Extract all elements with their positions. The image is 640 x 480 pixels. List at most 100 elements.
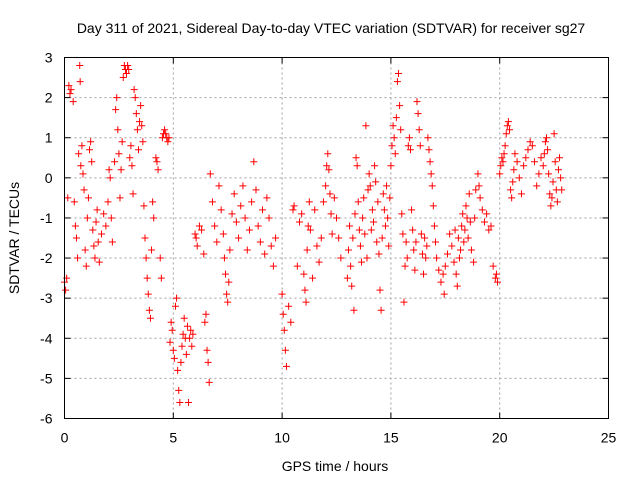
data-point	[95, 258, 103, 266]
data-point	[509, 178, 517, 186]
data-point	[131, 94, 139, 102]
data-point	[401, 262, 409, 270]
data-point	[353, 162, 361, 170]
data-point	[437, 278, 445, 286]
data-point	[480, 218, 488, 226]
data-point	[193, 242, 201, 250]
data-point	[106, 174, 114, 182]
data-point	[138, 122, 146, 130]
data-point	[290, 202, 298, 210]
data-point	[195, 222, 203, 230]
y-axis-label: SDTVAR / TECUs	[6, 182, 22, 294]
data-point	[76, 78, 84, 86]
data-point	[323, 162, 331, 170]
data-point	[324, 150, 332, 158]
data-point	[93, 206, 101, 214]
data-point	[78, 142, 86, 150]
data-point	[427, 170, 435, 178]
data-point	[298, 210, 306, 218]
data-point	[416, 142, 424, 150]
data-point	[513, 158, 521, 166]
data-point	[149, 198, 157, 206]
data-point	[327, 210, 335, 218]
data-point	[235, 234, 243, 242]
data-point	[250, 158, 258, 166]
data-point	[411, 266, 419, 274]
y-tick-label: -6	[40, 411, 53, 427]
y-tick-label: -1	[40, 210, 53, 226]
data-point	[300, 270, 308, 278]
data-point	[269, 262, 277, 270]
data-point	[136, 118, 144, 126]
data-point	[301, 286, 309, 294]
data-point	[140, 202, 148, 210]
data-point	[448, 242, 456, 250]
data-point	[165, 134, 173, 142]
data-point	[399, 230, 407, 238]
data-point	[156, 254, 164, 262]
data-point	[517, 190, 525, 198]
data-point	[446, 230, 454, 238]
data-point	[359, 214, 367, 222]
data-point	[378, 234, 386, 242]
data-point	[426, 158, 434, 166]
data-point	[77, 162, 85, 170]
data-point	[89, 226, 97, 234]
data-point	[420, 270, 428, 278]
data-point	[248, 198, 256, 206]
data-point	[412, 238, 420, 246]
data-point	[508, 194, 516, 202]
data-point	[128, 162, 136, 170]
data-point	[203, 346, 211, 354]
data-point	[515, 174, 523, 182]
data-point	[69, 98, 77, 106]
data-point	[185, 398, 193, 406]
data-point	[148, 246, 156, 254]
data-point	[403, 254, 411, 262]
x-tick-label: 0	[61, 430, 69, 446]
data-point	[458, 222, 466, 230]
data-point	[418, 250, 426, 258]
data-point	[358, 258, 366, 266]
data-point	[222, 270, 230, 278]
data-point	[71, 222, 79, 230]
data-point	[94, 238, 102, 246]
data-point	[347, 262, 355, 270]
data-point	[133, 126, 141, 134]
data-point	[452, 270, 460, 278]
grid-lines	[64, 57, 609, 419]
data-point	[350, 306, 358, 314]
data-point	[400, 298, 408, 306]
data-point	[372, 178, 380, 186]
data-point	[541, 138, 549, 146]
data-point	[405, 134, 413, 142]
data-point	[67, 86, 75, 94]
data-point	[366, 182, 374, 190]
data-point	[116, 194, 124, 202]
data-point	[132, 110, 140, 118]
data-point	[272, 234, 280, 242]
data-point	[428, 182, 436, 190]
data-point	[70, 198, 78, 206]
data-point	[189, 330, 197, 338]
data-point	[102, 222, 110, 230]
data-point	[376, 286, 384, 294]
data-point	[474, 170, 482, 178]
data-point	[421, 234, 429, 242]
data-point	[241, 214, 249, 222]
data-point	[169, 346, 177, 354]
data-point	[166, 338, 174, 346]
data-point	[361, 230, 369, 238]
data-point	[72, 234, 80, 242]
data-point	[414, 110, 422, 118]
data-point	[278, 290, 286, 298]
data-point	[553, 198, 561, 206]
data-point	[289, 206, 297, 214]
data-point	[457, 246, 465, 254]
data-point	[540, 150, 548, 158]
data-point	[107, 214, 115, 222]
data-point	[433, 254, 441, 262]
x-tick-label: 20	[492, 430, 508, 446]
data-point	[243, 246, 251, 254]
data-point	[134, 146, 142, 154]
